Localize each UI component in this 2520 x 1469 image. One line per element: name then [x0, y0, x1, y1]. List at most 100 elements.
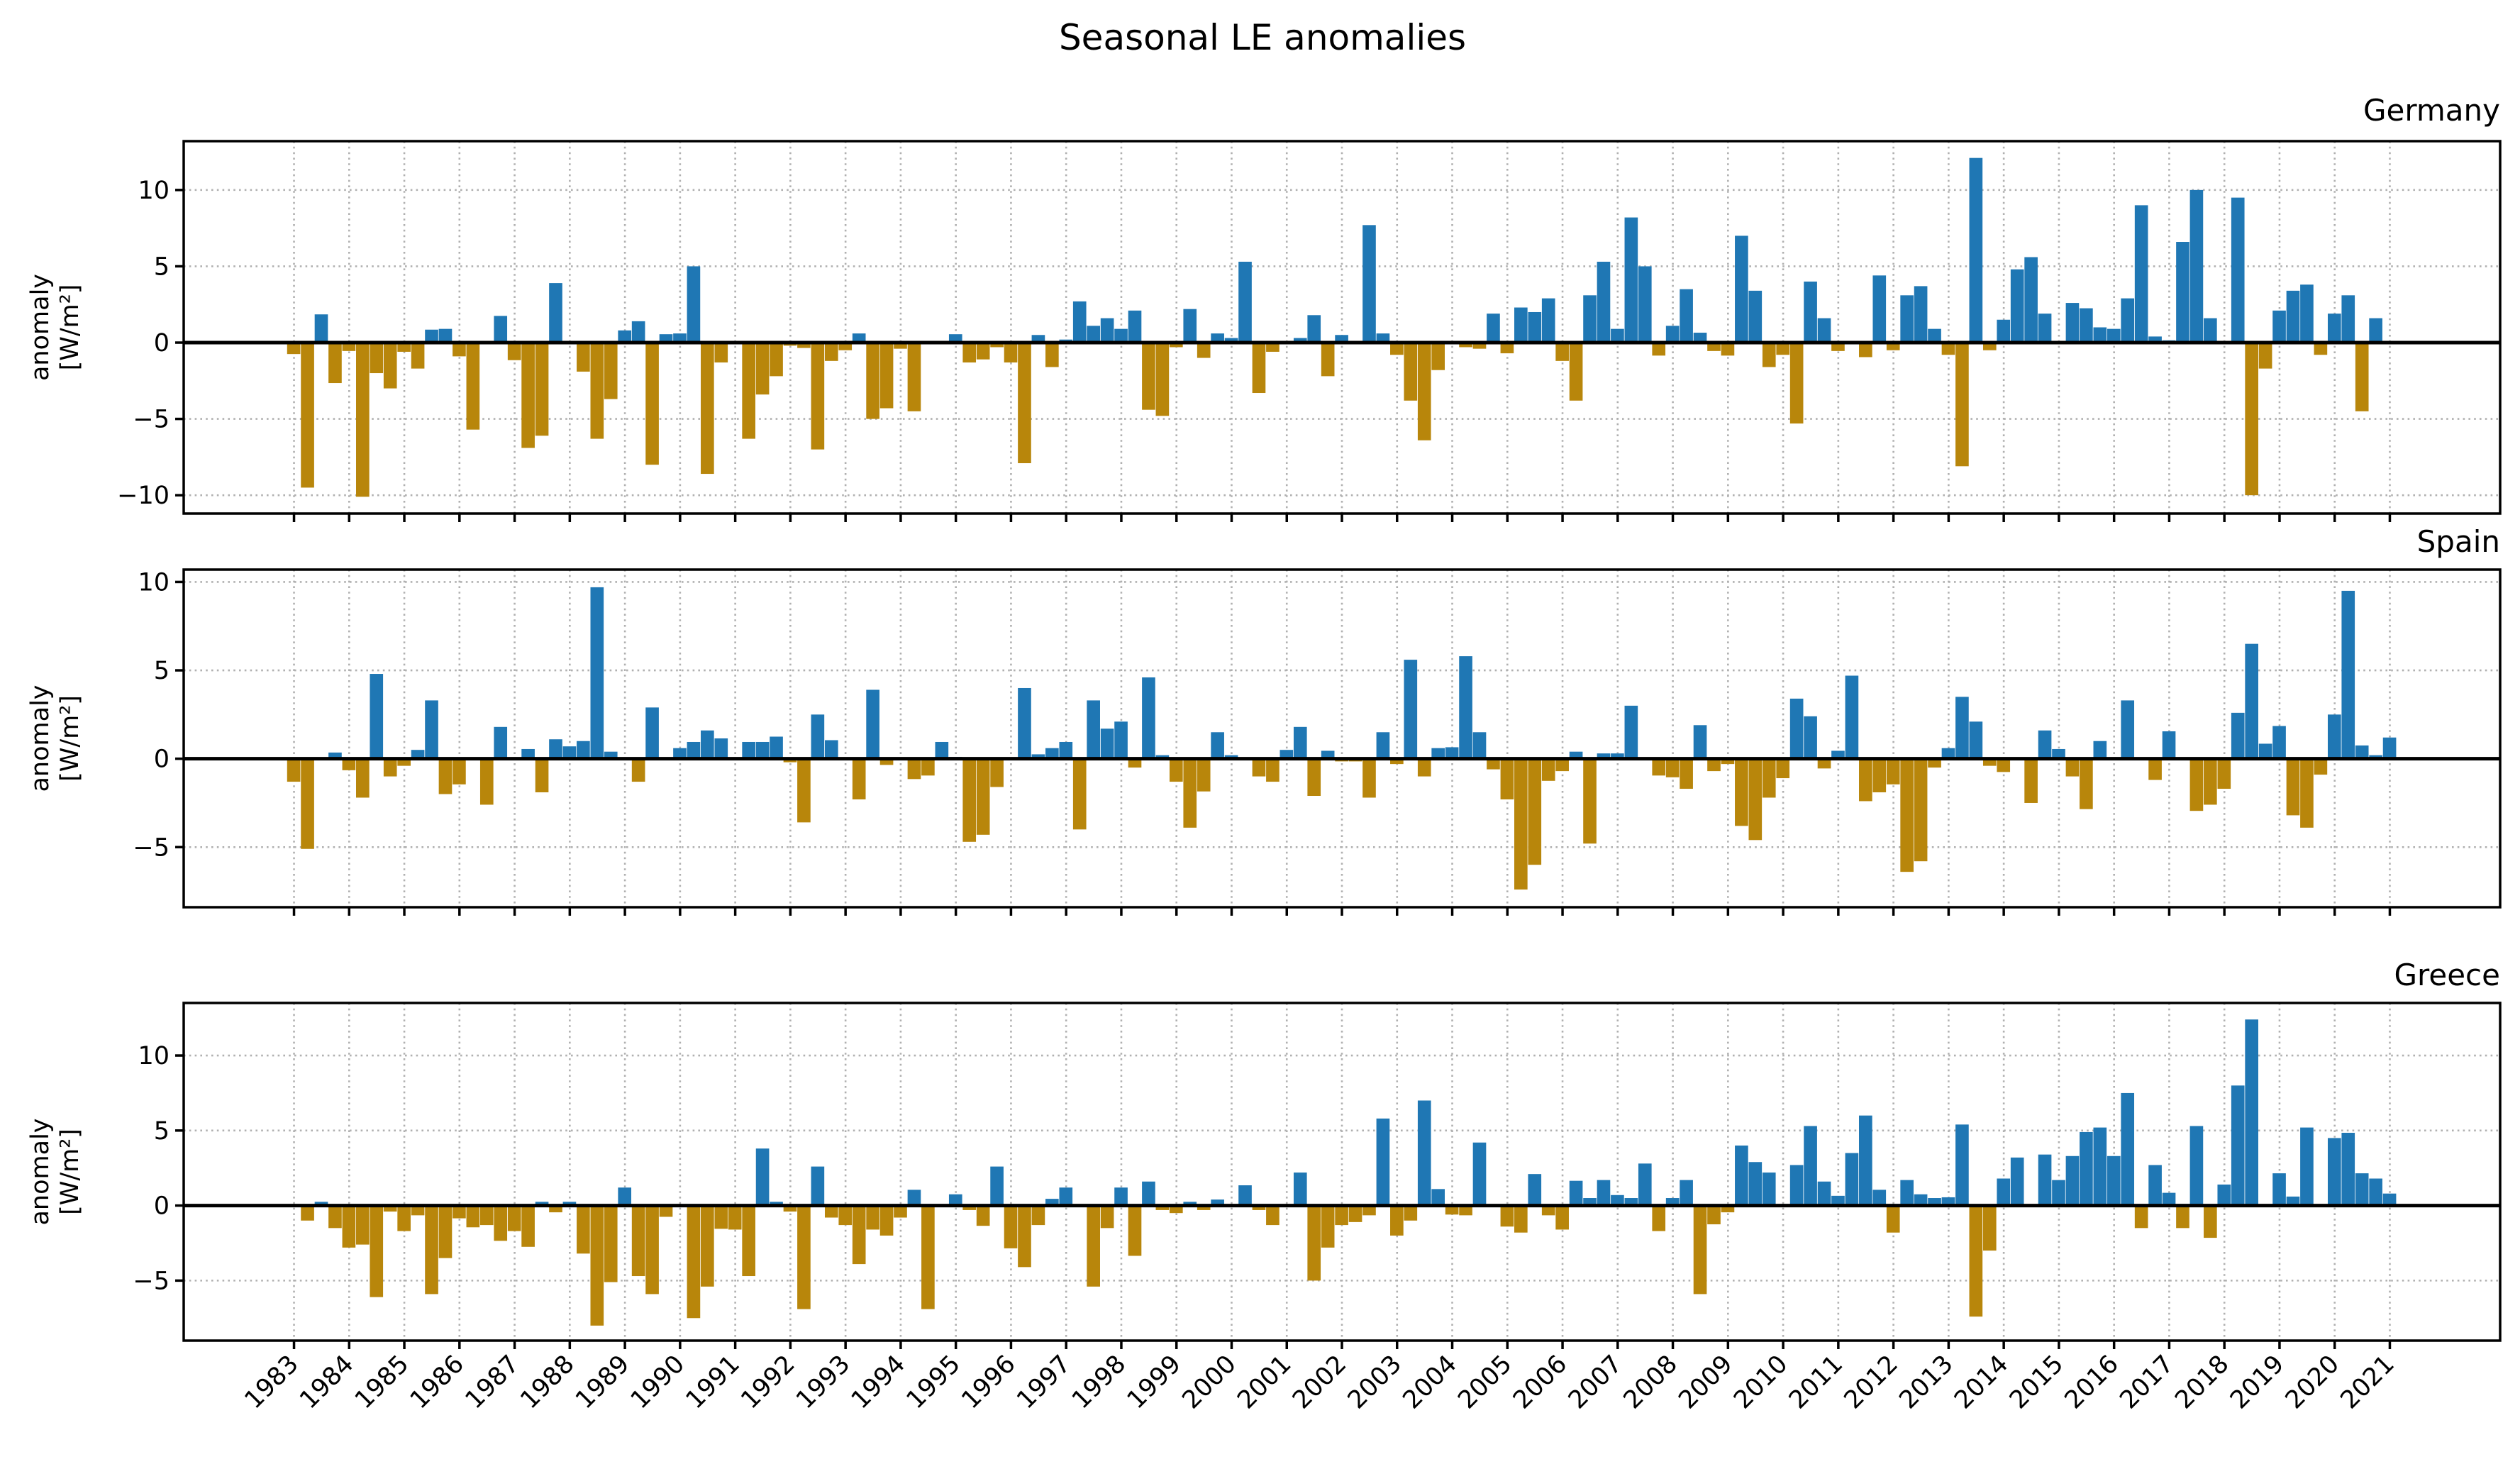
- bar: [1735, 758, 1748, 826]
- bar: [2189, 189, 2204, 343]
- bar: [2272, 726, 2286, 759]
- bar: [1638, 1163, 1652, 1206]
- bar: [2272, 1173, 2286, 1206]
- bar: [577, 343, 590, 372]
- bar: [1445, 747, 1459, 759]
- bar: [687, 266, 701, 343]
- bar: [631, 321, 645, 343]
- y-axis-label: anomaly: [26, 684, 55, 792]
- bar: [1335, 335, 1348, 343]
- bar: [2341, 590, 2355, 759]
- bar: [2038, 314, 2052, 343]
- bar: [1404, 1205, 1418, 1221]
- bar: [438, 1205, 453, 1258]
- bar: [2010, 1157, 2024, 1206]
- bar: [866, 343, 879, 419]
- bar: [1348, 1205, 1362, 1222]
- bar: [1969, 721, 1983, 759]
- bar: [301, 758, 314, 849]
- bar: [577, 741, 590, 759]
- bar: [1045, 748, 1059, 759]
- bar: [1721, 758, 1735, 765]
- bar: [287, 343, 301, 355]
- bar: [1789, 343, 1804, 424]
- x-tick-label: 2006: [1508, 1350, 1572, 1414]
- x-tick-label: 1991: [681, 1350, 745, 1414]
- bar: [1982, 343, 1997, 350]
- bar: [1459, 656, 1472, 759]
- bar: [2369, 1178, 2382, 1206]
- bar: [2327, 314, 2341, 343]
- bar: [1555, 1205, 1569, 1230]
- bar: [742, 343, 755, 439]
- bar: [1183, 1202, 1197, 1206]
- bar: [1293, 1173, 1307, 1206]
- bar: [1928, 758, 1941, 768]
- bar: [1914, 286, 1928, 343]
- bar: [1514, 758, 1528, 890]
- bar: [1072, 301, 1087, 343]
- bar: [1307, 315, 1321, 343]
- x-tick-label: 1984: [294, 1350, 359, 1414]
- bar: [425, 700, 438, 759]
- bar: [2010, 269, 2024, 343]
- x-tick-label: 1985: [350, 1350, 414, 1414]
- bar: [370, 674, 384, 759]
- bar: [1693, 725, 1707, 759]
- bar: [1665, 758, 1680, 777]
- bar: [1128, 758, 1142, 768]
- y-tick-label: 10: [138, 1042, 170, 1070]
- y-axis-label: [W/m²]: [56, 284, 84, 371]
- bar: [907, 1190, 921, 1206]
- bar: [1500, 1205, 1514, 1227]
- bar: [645, 1205, 659, 1295]
- bar: [287, 758, 301, 782]
- bar: [466, 343, 480, 430]
- y-tick-label: 5: [154, 1117, 170, 1146]
- bar: [1100, 728, 1114, 759]
- bar: [1307, 758, 1321, 796]
- bar: [1100, 1205, 1114, 1229]
- bar: [1817, 758, 1831, 769]
- bar: [1831, 750, 1845, 759]
- x-tick-label: 2013: [1894, 1350, 1958, 1414]
- bar: [1390, 343, 1404, 355]
- bar: [1004, 343, 1018, 362]
- bar: [962, 343, 977, 362]
- bar: [604, 1205, 618, 1282]
- bar: [2148, 758, 2162, 780]
- bar: [962, 758, 977, 842]
- bar: [590, 1205, 604, 1326]
- bar: [1197, 758, 1211, 792]
- bar: [866, 689, 879, 759]
- bar: [935, 741, 949, 759]
- bar: [907, 758, 921, 780]
- bar: [1886, 758, 1900, 785]
- bar: [1142, 677, 1155, 759]
- bar: [1638, 266, 1652, 343]
- x-tick-label: 1996: [957, 1350, 1021, 1414]
- bar: [1693, 1205, 1707, 1295]
- bar: [1762, 1173, 1776, 1206]
- bar: [811, 1166, 825, 1206]
- x-tick-label: 1990: [626, 1350, 690, 1414]
- bar: [1362, 758, 1376, 798]
- bar: [1252, 1205, 1266, 1210]
- bar: [1128, 1205, 1142, 1256]
- bar: [1018, 687, 1031, 759]
- bar: [990, 1166, 1004, 1206]
- chart-title: Seasonal LE anomalies: [1059, 17, 1466, 58]
- bar: [2093, 1127, 2107, 1206]
- x-tick-label: 2017: [2115, 1350, 2180, 1414]
- bar: [2217, 1184, 2231, 1206]
- bar: [2162, 1192, 2176, 1206]
- bar: [562, 1202, 577, 1206]
- bar: [1114, 1187, 1128, 1206]
- bar: [411, 343, 425, 369]
- bar: [2314, 343, 2328, 355]
- bar: [2121, 298, 2135, 343]
- bar: [2341, 1133, 2355, 1206]
- bar: [1804, 1126, 1817, 1206]
- x-tick-label: 2007: [1563, 1350, 1628, 1414]
- bar: [2134, 205, 2148, 343]
